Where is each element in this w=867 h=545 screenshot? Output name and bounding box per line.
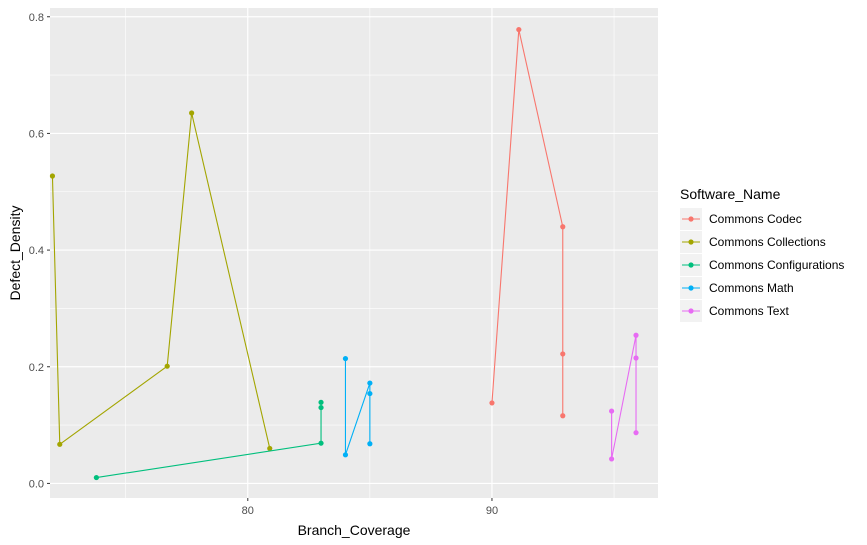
data-point: [560, 351, 566, 357]
data-point: [560, 413, 566, 419]
x-axis-title: Branch_Coverage: [298, 522, 411, 538]
legend-key-point: [688, 285, 694, 291]
data-point: [318, 399, 324, 405]
legend-key-point: [688, 262, 694, 268]
y-axis-title: Defect_Density: [7, 206, 23, 301]
data-point: [318, 404, 324, 411]
y-tick-label: 0.8: [29, 12, 44, 24]
y-tick-label: 0.2: [29, 362, 44, 374]
series-line: [96, 402, 322, 479]
data-point: [267, 445, 273, 452]
y-tick-label: 0.0: [29, 478, 44, 490]
y-tick-label: 0.4: [29, 245, 44, 257]
data-point: [342, 355, 349, 362]
data-point: [560, 224, 566, 230]
data-point: [93, 474, 99, 481]
data-point: [367, 380, 373, 386]
y-tick-label: 0.6: [29, 128, 44, 140]
data-point: [367, 441, 373, 447]
data-point: [342, 452, 349, 458]
data-point: [489, 400, 495, 406]
data-point: [633, 430, 639, 436]
y-axis: 0.0 0.2 0.4 0.6 0.8: [29, 12, 50, 490]
legend-key-point: [688, 239, 694, 245]
grid-major: [50, 8, 658, 498]
legend-label: Commons Collections: [709, 235, 826, 249]
data-point: [318, 440, 324, 446]
legend-label: Commons Configurations: [709, 258, 844, 272]
data-point: [516, 26, 522, 33]
legend-key-point: [688, 308, 694, 314]
data-point: [164, 363, 170, 369]
data-point: [49, 173, 56, 179]
data-point: [609, 456, 615, 462]
legend-key-point: [688, 216, 694, 222]
data-point: [609, 408, 615, 414]
data-point: [633, 332, 639, 338]
series-layer: [49, 26, 639, 481]
legend-label: Commons Math: [709, 281, 794, 295]
plot-panel: [50, 8, 658, 498]
legend-title: Software_Name: [680, 186, 781, 202]
data-point: [367, 390, 373, 397]
legend-label: Commons Codec: [709, 212, 802, 226]
x-tick-label: 80: [242, 505, 254, 517]
data-point: [57, 441, 63, 447]
x-tick-label: 90: [486, 505, 498, 517]
grid-minor: [50, 8, 658, 498]
x-axis: 80 90: [242, 498, 498, 517]
legend: Software_Name Commons Codec Commons Colle…: [680, 186, 844, 322]
data-point: [633, 355, 639, 361]
data-point: [189, 110, 195, 116]
legend-label: Commons Text: [709, 304, 789, 318]
